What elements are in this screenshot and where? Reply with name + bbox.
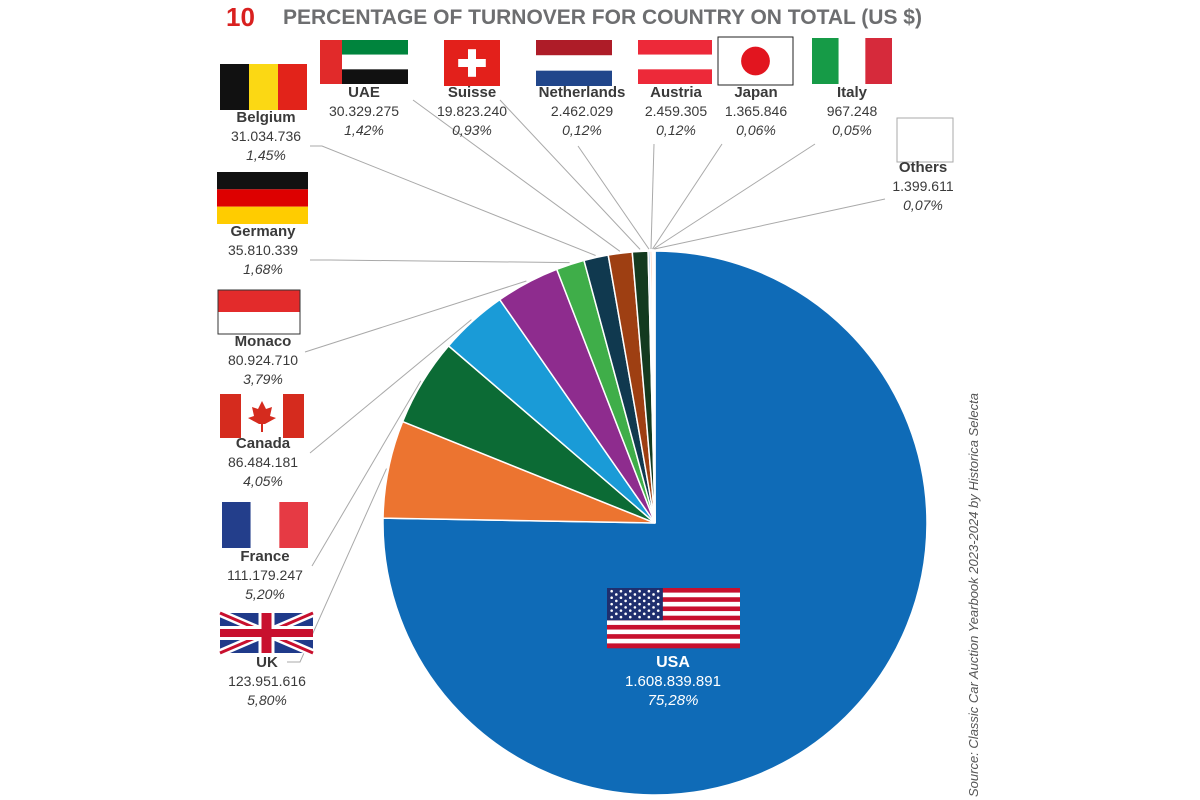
label-country-canada: Canada xyxy=(236,435,291,452)
label-percent-netherlands: 0,12% xyxy=(562,122,602,138)
leader-line-italy xyxy=(653,143,816,250)
country-flags xyxy=(217,36,954,657)
belgium-flag-icon xyxy=(220,64,307,110)
label-country-italy: Italy xyxy=(837,84,868,101)
label-value-austria: 2.459.305 xyxy=(645,103,707,119)
label-country-france: France xyxy=(240,548,289,565)
monaco-flag-icon xyxy=(217,289,301,335)
label-country-belgium: Belgium xyxy=(236,109,295,126)
leader-line-germany xyxy=(310,259,570,264)
uk-flag-icon xyxy=(218,609,315,657)
label-country-usa: USA xyxy=(656,654,690,671)
leader-line-monaco xyxy=(304,280,527,353)
label-value-belgium: 31.034.736 xyxy=(231,128,301,144)
figure-number: 10 xyxy=(226,2,255,32)
source-note: Source: Classic Car Auction Yearbook 202… xyxy=(966,393,981,797)
label-value-japan: 1.365.846 xyxy=(725,103,787,119)
label-percent-austria: 0,12% xyxy=(656,122,696,138)
netherlands-flag-icon xyxy=(536,40,612,86)
label-percent-germany: 1,68% xyxy=(243,261,283,277)
label-percent-monaco: 3,79% xyxy=(243,371,283,387)
slice-labels: USA 1.608.839.891 75,28% UK 123.951.616 5,80%… xyxy=(227,84,954,709)
leader-line-austria xyxy=(650,143,655,250)
leader-line-others xyxy=(654,198,886,250)
label-country-netherlands: Netherlands xyxy=(539,84,626,101)
label-value-others: 1.399.611 xyxy=(892,178,953,194)
italy-flag-icon xyxy=(812,38,892,84)
label-percent-canada: 4,05% xyxy=(243,473,283,489)
pie-slice-others xyxy=(653,250,656,524)
label-percent-italy: 0,05% xyxy=(832,122,872,138)
label-country-uk: UK xyxy=(256,654,278,671)
canada-flag-icon xyxy=(220,394,304,438)
label-percent-belgium: 1,45% xyxy=(246,147,286,163)
label-value-monaco: 80.924.710 xyxy=(228,352,298,368)
leader-line-canada xyxy=(309,319,472,454)
leader-line-uae xyxy=(412,99,621,252)
austria-flag-icon xyxy=(638,40,712,84)
chart-title: PERCENTAGE OF TURNOVER FOR COUNTRY ON TO… xyxy=(283,6,922,29)
france-flag-icon xyxy=(222,502,308,548)
label-percent-uk: 5,80% xyxy=(247,692,287,708)
others-blank-flag-icon xyxy=(896,117,954,163)
label-value-suisse: 19.823.240 xyxy=(437,103,507,119)
label-percent-usa: 75,28% xyxy=(648,692,699,709)
leader-lines xyxy=(287,99,886,663)
label-country-monaco: Monaco xyxy=(235,333,292,350)
label-country-uae: UAE xyxy=(348,84,380,101)
label-value-france: 111.179.247 xyxy=(227,567,303,583)
leader-line-uk xyxy=(287,468,387,663)
germany-flag-icon xyxy=(217,172,308,224)
label-percent-japan: 0,06% xyxy=(736,122,776,138)
label-value-germany: 35.810.339 xyxy=(228,242,298,258)
leader-line-japan xyxy=(652,143,723,250)
uae-flag-icon xyxy=(320,40,408,84)
leader-line-belgium xyxy=(310,145,596,256)
pie-slices xyxy=(382,250,928,796)
label-value-usa: 1.608.839.891 xyxy=(625,673,721,690)
label-country-germany: Germany xyxy=(230,223,296,240)
label-percent-uae: 1,42% xyxy=(344,122,384,138)
leader-line-suisse xyxy=(499,99,641,250)
label-value-netherlands: 2.462.029 xyxy=(551,103,613,119)
label-percent-suisse: 0,93% xyxy=(452,122,492,138)
label-percent-others: 0,07% xyxy=(903,197,943,213)
label-percent-france: 5,20% xyxy=(245,586,285,602)
usa-flag-icon xyxy=(607,588,740,649)
label-country-others: Others xyxy=(899,159,947,176)
label-value-canada: 86.484.181 xyxy=(228,454,298,470)
label-country-suisse: Suisse xyxy=(448,84,496,101)
leader-line-france xyxy=(311,380,422,567)
leader-line-netherlands xyxy=(577,145,650,250)
label-value-italy: 967.248 xyxy=(827,103,878,119)
switzerland-flag-icon xyxy=(444,40,500,86)
label-country-japan: Japan xyxy=(734,84,777,101)
japan-flag-icon xyxy=(717,36,794,86)
label-country-austria: Austria xyxy=(650,84,702,101)
label-value-uae: 30.329.275 xyxy=(329,103,399,119)
label-value-uk: 123.951.616 xyxy=(228,673,306,689)
